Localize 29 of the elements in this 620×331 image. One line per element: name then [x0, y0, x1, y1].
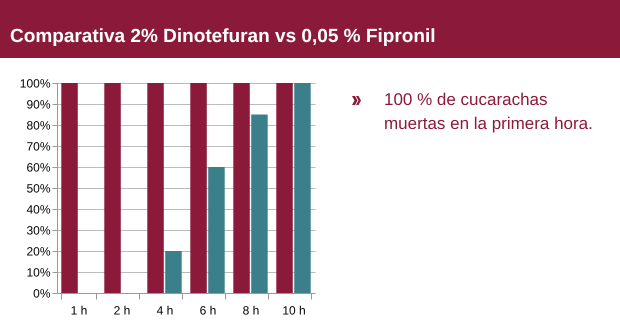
bar: [190, 83, 207, 293]
bar: [147, 83, 164, 293]
bar: [276, 83, 293, 293]
y-tick-label: 70%: [26, 140, 51, 154]
y-tick-label: 30%: [26, 224, 51, 238]
x-tick-label: 6 h: [200, 304, 216, 318]
y-tick-label: 40%: [26, 202, 51, 216]
y-tick-label: 90%: [26, 98, 51, 112]
y-tick-label: 60%: [26, 160, 51, 174]
x-tick-label: 10 h: [282, 304, 306, 318]
y-tick-label: 50%: [26, 182, 51, 196]
y-tick-label: 10%: [26, 266, 51, 280]
y-tick-label: 80%: [26, 118, 51, 132]
y-tick-label: 20%: [26, 244, 51, 258]
bar: [251, 114, 268, 293]
x-tick-label: 8 h: [242, 304, 260, 318]
bar: [294, 83, 311, 293]
bar: [104, 83, 121, 293]
y-tick-label: 100%: [20, 76, 51, 90]
x-tick-label: 2 h: [114, 304, 130, 318]
bar: [208, 167, 225, 293]
bar: [165, 251, 182, 293]
bar: [61, 83, 78, 293]
y-tick-label: 0%: [33, 286, 51, 300]
chart-title: Comparativa 2% Dinotefuran vs 0,05 % Fipronil: [10, 26, 436, 48]
text: 100 % de cucarachas muertas en la primera hora.: [384, 90, 593, 133]
x-tick-label: 1 h: [70, 304, 88, 318]
bar: [233, 83, 250, 293]
x-tick-label: 4 h: [156, 304, 174, 318]
